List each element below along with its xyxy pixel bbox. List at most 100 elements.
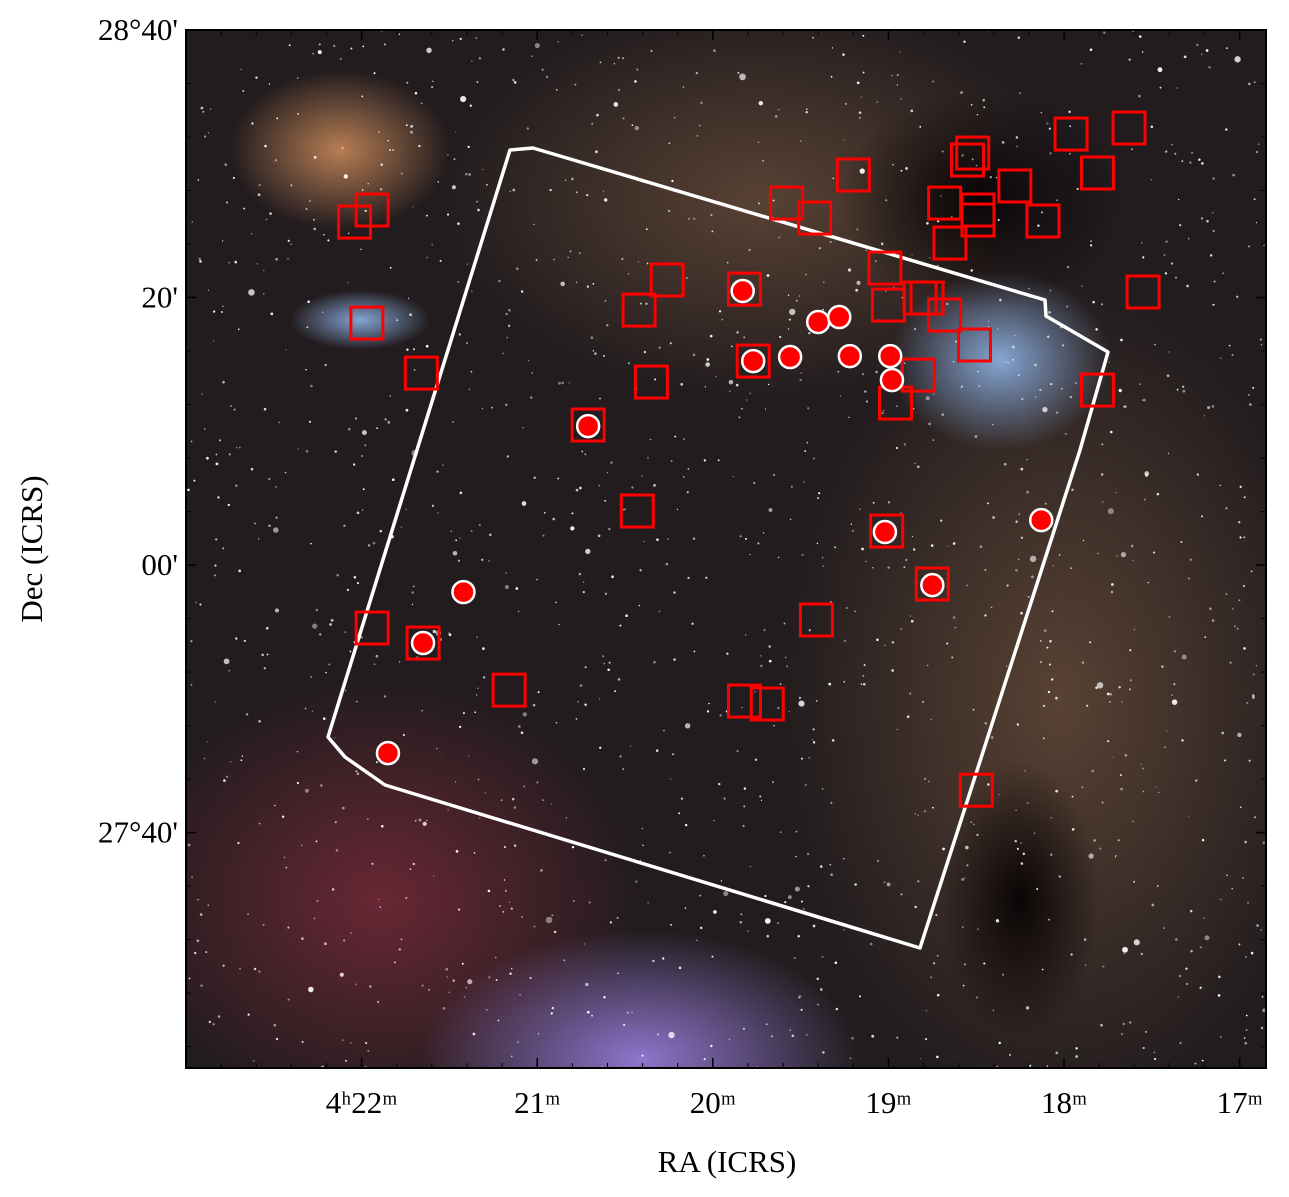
star <box>1129 1021 1132 1024</box>
star <box>420 102 423 105</box>
star <box>521 501 527 506</box>
star <box>360 248 362 251</box>
star <box>1163 254 1166 257</box>
star <box>521 915 523 918</box>
star <box>1012 358 1014 361</box>
star <box>720 880 723 882</box>
star <box>1240 806 1242 809</box>
star <box>575 718 578 720</box>
star <box>844 102 847 105</box>
star <box>794 886 800 892</box>
star <box>982 99 985 102</box>
star <box>460 95 467 103</box>
star <box>718 310 722 313</box>
star <box>623 1024 626 1026</box>
star <box>1068 152 1071 155</box>
y-tick-label: 20' <box>141 280 178 315</box>
star <box>883 881 886 883</box>
star <box>1026 458 1028 461</box>
star <box>494 956 497 959</box>
square-marker <box>621 292 657 328</box>
star <box>532 703 536 707</box>
star <box>673 658 676 661</box>
square-marker <box>914 566 950 602</box>
star <box>317 50 322 55</box>
star <box>687 468 690 470</box>
star <box>764 894 767 898</box>
star <box>936 954 939 957</box>
star <box>662 957 665 960</box>
star <box>212 1023 215 1026</box>
star <box>376 1000 380 1004</box>
star <box>529 396 533 400</box>
star <box>1142 790 1145 793</box>
star <box>740 913 743 916</box>
star <box>437 181 440 183</box>
star <box>789 1029 792 1032</box>
star <box>364 209 367 212</box>
star <box>476 200 479 203</box>
star <box>482 647 485 650</box>
star <box>322 717 326 720</box>
star <box>1244 1041 1248 1045</box>
star <box>1076 187 1079 190</box>
star <box>1248 245 1250 248</box>
star <box>598 484 601 487</box>
star <box>800 757 803 760</box>
star <box>992 516 995 519</box>
star <box>414 820 417 822</box>
star <box>1055 696 1058 700</box>
star <box>692 353 696 357</box>
star <box>1259 338 1262 341</box>
star <box>737 71 740 74</box>
star <box>742 824 745 828</box>
star <box>789 308 796 316</box>
star <box>1206 219 1209 223</box>
star <box>783 622 786 625</box>
star <box>896 73 899 77</box>
star <box>325 671 327 674</box>
star <box>1261 996 1264 998</box>
star <box>1089 48 1093 52</box>
star <box>629 745 632 748</box>
star <box>719 714 722 717</box>
star <box>481 558 484 561</box>
star <box>910 619 914 623</box>
circle-marker <box>375 740 401 766</box>
star <box>776 922 780 925</box>
star <box>912 407 915 410</box>
star <box>227 503 230 507</box>
star <box>437 512 439 514</box>
star <box>1091 769 1095 773</box>
star <box>355 983 357 985</box>
star <box>604 300 607 302</box>
star <box>887 566 890 569</box>
star <box>1046 1065 1049 1067</box>
star <box>686 491 689 494</box>
star <box>459 537 461 539</box>
star <box>976 833 979 836</box>
star <box>1208 65 1211 69</box>
star <box>1141 399 1144 401</box>
star <box>1028 287 1030 290</box>
star <box>979 545 983 548</box>
star <box>900 169 903 172</box>
star <box>1016 723 1020 726</box>
star <box>1255 221 1258 224</box>
star <box>533 223 535 226</box>
star <box>1252 696 1255 699</box>
star <box>1133 628 1136 631</box>
star <box>891 669 895 672</box>
star <box>1055 1051 1059 1055</box>
star <box>791 1034 795 1038</box>
star <box>1246 701 1249 704</box>
star <box>914 462 916 465</box>
circle-marker <box>730 278 755 304</box>
star <box>433 875 435 877</box>
star <box>970 103 973 106</box>
star <box>1107 508 1114 515</box>
star <box>1194 1062 1197 1065</box>
star <box>754 691 756 693</box>
star <box>425 214 428 217</box>
star <box>865 400 869 403</box>
